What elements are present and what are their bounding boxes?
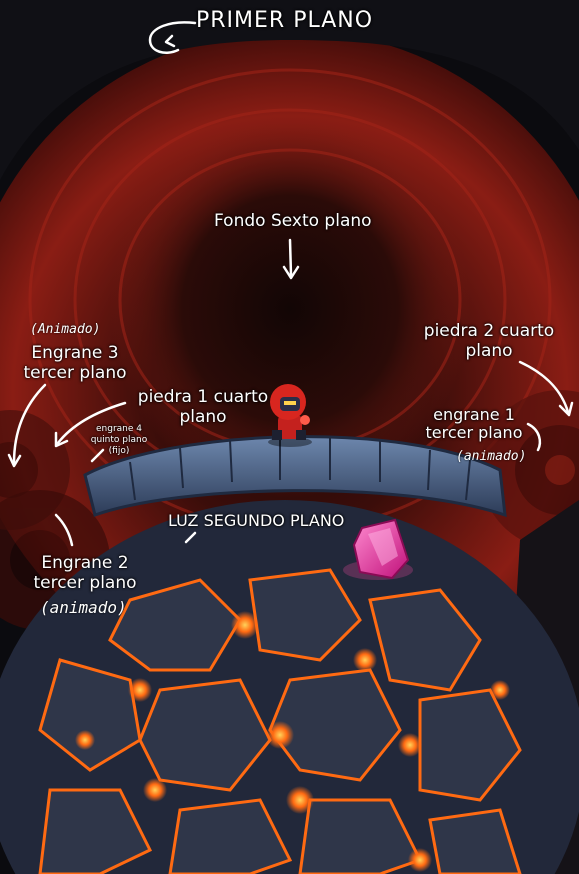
label-piedra-1: piedra 1 cuarto plano bbox=[124, 387, 282, 427]
label-engrane-1-note: (animado) bbox=[456, 449, 527, 464]
stone-bridge bbox=[83, 435, 507, 518]
label-engrane-2: Engrane 2 tercer plano bbox=[20, 553, 150, 593]
label-engrane-3-line1: Engrane 3 bbox=[31, 343, 119, 363]
bridge-stones bbox=[129, 437, 471, 501]
label-engrane-1-line2: tercer plano bbox=[425, 423, 523, 443]
label-piedra-1-line1: piedra 1 cuarto bbox=[137, 387, 269, 407]
label-engrane-3: Engrane 3 tercer plano bbox=[4, 343, 146, 383]
label-engrane-4-line1: engrane 4 bbox=[96, 424, 142, 434]
label-engrane-2-note: (animado) bbox=[40, 598, 127, 617]
label-engrane-1: engrane 1 tercer plano bbox=[412, 405, 536, 443]
label-engrane-3-note: (Animado) bbox=[30, 322, 101, 337]
label-piedra-2-line2: plano bbox=[465, 340, 513, 361]
label-engrane-2-line2: tercer plano bbox=[33, 572, 137, 593]
label-piedra-2: piedra 2 cuarto plano bbox=[404, 321, 574, 361]
label-luz: LUZ SEGUNDO PLANO bbox=[168, 511, 345, 530]
label-fondo: Fondo Sexto plano bbox=[214, 211, 372, 231]
label-engrane-2-line1: Engrane 2 bbox=[41, 553, 129, 573]
tunnel-depth bbox=[90, 120, 490, 540]
foreground-rock-top bbox=[0, 0, 579, 180]
label-engrane-4-line2: quinto plano bbox=[90, 434, 148, 445]
lava-glow bbox=[75, 611, 510, 872]
label-engrane-1-line1: engrane 1 bbox=[433, 405, 515, 424]
label-piedra-2-line1: piedra 2 cuarto bbox=[423, 321, 555, 341]
label-primer-plano: PRIMER PLANO bbox=[196, 8, 374, 33]
rock-tiles bbox=[38, 568, 522, 874]
pink-crystal bbox=[343, 518, 413, 580]
hero-character bbox=[268, 384, 312, 447]
label-piedra-1-line2: plano bbox=[179, 406, 227, 427]
label-engrane-3-line2: tercer plano bbox=[23, 362, 127, 383]
label-engrane-4: engrane 4 quinto plano (fijo) bbox=[74, 424, 164, 456]
label-engrane-4-line3: (fijo) bbox=[108, 445, 130, 456]
